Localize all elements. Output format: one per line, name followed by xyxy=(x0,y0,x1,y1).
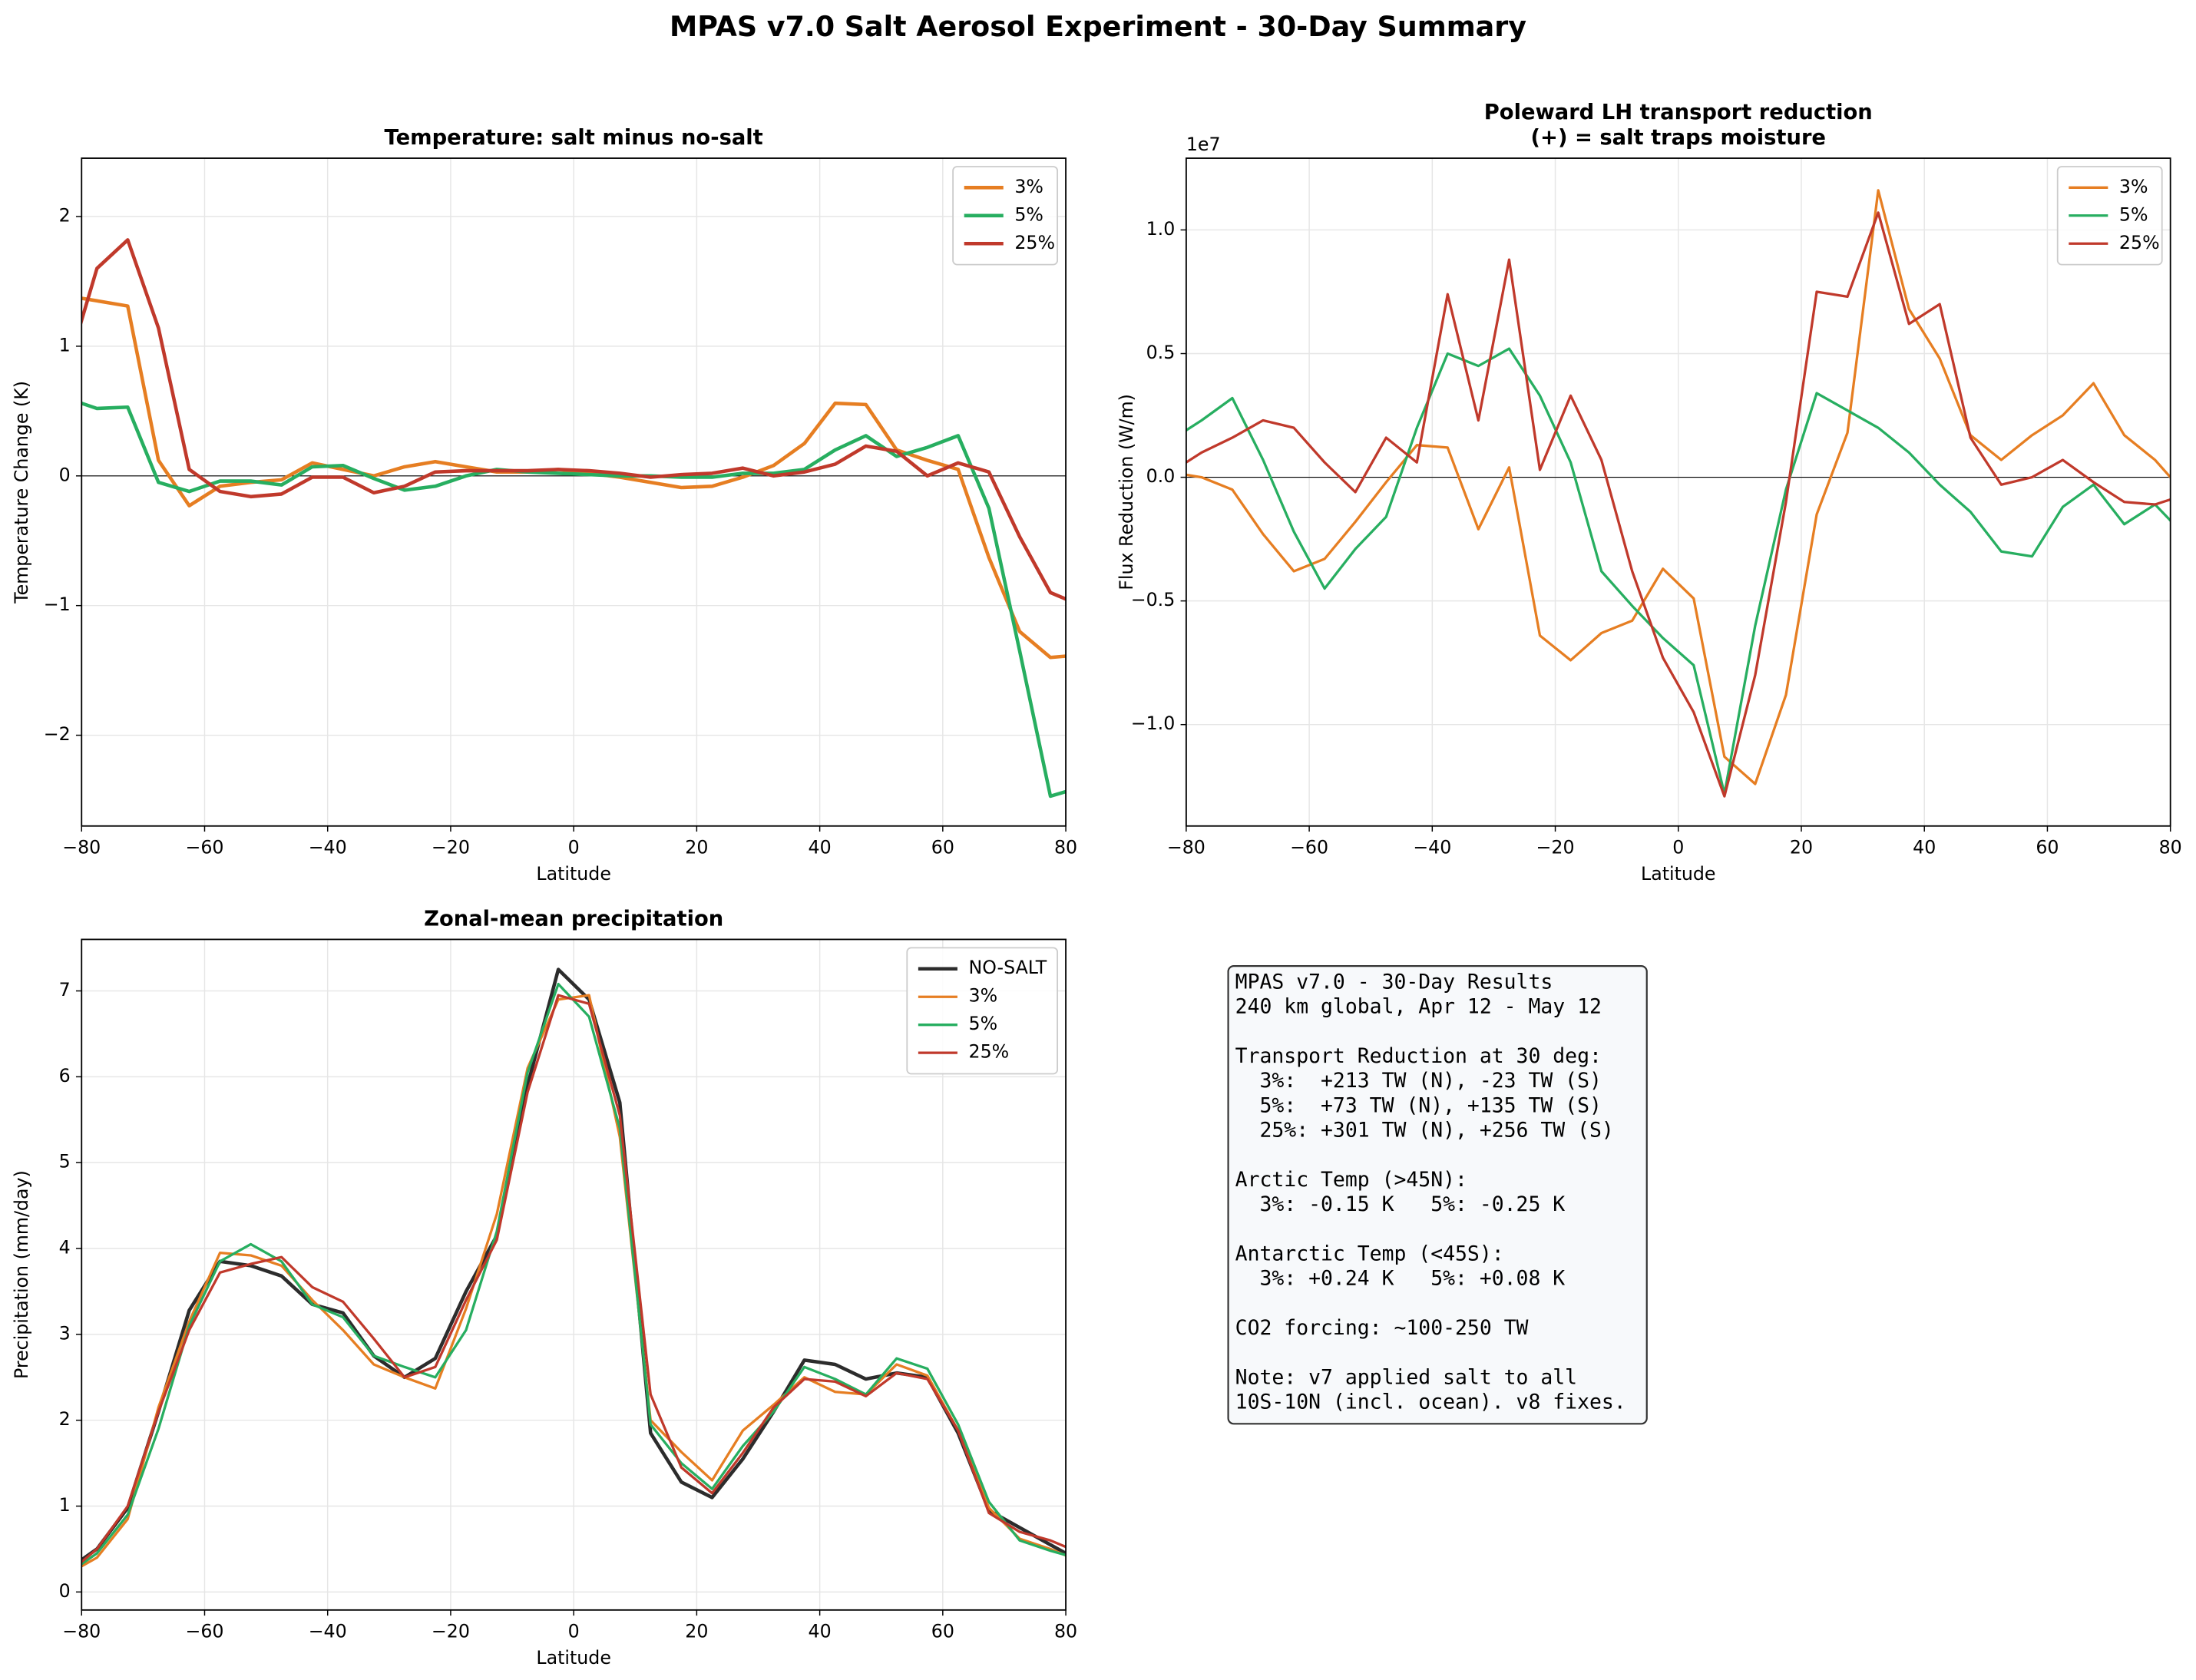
y-tick-label: −0.5 xyxy=(1131,589,1176,610)
chart-title: Poleward LH transport reduction xyxy=(1484,101,1873,124)
summary-line: 25%: +301 TW (N), +256 TW (S) xyxy=(1235,1119,1614,1143)
x-tick-label: 40 xyxy=(1913,836,1936,858)
x-tick-label: −40 xyxy=(309,836,347,858)
figure-title: MPAS v7.0 Salt Aerosol Experiment - 30-D… xyxy=(670,10,1526,43)
legend-label: 5% xyxy=(1014,203,1043,225)
series-line xyxy=(81,994,1067,1564)
legend-label: 3% xyxy=(1014,176,1043,197)
y-tick-label: 4 xyxy=(59,1237,71,1258)
y-tick-label: −1 xyxy=(44,594,71,615)
summary-line: Note: v7 applied salt to all xyxy=(1235,1365,1577,1389)
axes-frame xyxy=(81,938,1067,1611)
y-tick-label: 5 xyxy=(59,1151,71,1172)
legend-label: 5% xyxy=(2119,203,2148,225)
plot-area xyxy=(1186,189,2171,798)
x-tick-label: 0 xyxy=(568,836,580,858)
x-tick-label: 40 xyxy=(809,1621,832,1642)
x-tick-label: 60 xyxy=(2036,836,2059,858)
x-tick-label: −20 xyxy=(1536,836,1575,858)
x-tick-label: −40 xyxy=(309,1621,347,1642)
chart-title: Temperature: salt minus no-salt xyxy=(385,126,763,150)
x-tick-label: −60 xyxy=(185,836,223,858)
x-tick-label: −80 xyxy=(62,836,101,858)
legend-label: 5% xyxy=(969,1013,998,1034)
series-line xyxy=(81,238,1067,601)
y-tick-label: −1.0 xyxy=(1131,713,1176,734)
summary-line: 10S-10N (incl. ocean). v8 fixes. xyxy=(1235,1391,1626,1414)
y-tick-label: 0.0 xyxy=(1146,465,1176,487)
series-line xyxy=(81,401,1067,799)
y-offset-label: 1e7 xyxy=(1186,134,1221,155)
legend-label: 3% xyxy=(2119,176,2148,197)
x-tick-label: 40 xyxy=(809,836,832,858)
legend-label: NO-SALT xyxy=(969,957,1047,978)
y-tick-label: 2 xyxy=(59,205,71,227)
x-tick-label: 20 xyxy=(685,836,708,858)
y-tick-label: 0 xyxy=(59,464,71,485)
summary-line: 240 km global, Apr 12 - May 12 xyxy=(1235,995,1602,1019)
x-tick-label: 80 xyxy=(1054,1621,1077,1642)
axes-frame xyxy=(1185,157,2171,827)
x-axis-label: Latitude xyxy=(1641,863,1716,885)
axes-frame xyxy=(81,157,1067,827)
x-axis-label: Latitude xyxy=(536,863,611,885)
y-tick-label: 1 xyxy=(59,1494,71,1516)
summary-line: 3%: -0.15 K 5%: -0.25 K xyxy=(1235,1192,1566,1216)
y-tick-label: 2 xyxy=(59,1408,71,1430)
x-tick-label: 0 xyxy=(568,1621,580,1642)
chart-title: Zonal-mean precipitation xyxy=(424,907,723,931)
x-tick-label: 20 xyxy=(1790,836,1813,858)
series-line xyxy=(1186,211,2171,798)
y-tick-label: 1 xyxy=(59,334,71,356)
x-tick-label: −80 xyxy=(62,1621,101,1642)
legend-box xyxy=(906,947,1059,1075)
summary-line: Transport Reduction at 30 deg: xyxy=(1235,1044,1602,1068)
legend-label: 25% xyxy=(1014,232,1055,253)
y-tick-label: 6 xyxy=(59,1065,71,1086)
x-tick-label: −20 xyxy=(432,1621,470,1642)
x-tick-label: 60 xyxy=(931,836,954,858)
summary-line: Antarctic Temp (<45S): xyxy=(1235,1242,1504,1265)
x-tick-label: 20 xyxy=(685,1621,708,1642)
chart-title: (+) = salt traps moisture xyxy=(1531,126,1826,150)
x-tick-label: −60 xyxy=(185,1621,223,1642)
legend-label: 3% xyxy=(969,985,998,1007)
y-tick-label: 1.0 xyxy=(1146,218,1176,240)
x-tick-label: −80 xyxy=(1167,836,1205,858)
summary-line: 3%: +213 TW (N), -23 TW (S) xyxy=(1235,1069,1602,1093)
y-tick-label: 0 xyxy=(59,1580,71,1602)
series-line xyxy=(1186,189,2171,785)
plot-area xyxy=(81,238,1067,799)
y-tick-label: 7 xyxy=(59,979,71,1000)
legend-label: 25% xyxy=(2119,232,2160,253)
series-line xyxy=(1186,347,2171,795)
legend-label: 25% xyxy=(969,1041,1010,1063)
legend-box xyxy=(2056,166,2163,266)
summary-box xyxy=(1227,965,1648,1425)
summary-line: MPAS v7.0 - 30-Day Results xyxy=(1235,970,1553,994)
x-tick-label: 0 xyxy=(1672,836,1684,858)
x-tick-label: 80 xyxy=(1054,836,1077,858)
summary-line: CO2 forcing: ~100-250 TW xyxy=(1235,1316,1529,1340)
summary-line: 3%: +0.24 K 5%: +0.08 K xyxy=(1235,1267,1566,1291)
y-tick-label: 0.5 xyxy=(1146,342,1176,363)
x-tick-label: −40 xyxy=(1413,836,1451,858)
y-tick-label: 3 xyxy=(59,1322,71,1344)
x-axis-label: Latitude xyxy=(536,1647,611,1668)
x-tick-label: −60 xyxy=(1290,836,1328,858)
plot-area xyxy=(81,967,1067,1568)
x-tick-label: 60 xyxy=(931,1621,954,1642)
summary-line: 5%: +73 TW (N), +135 TW (S) xyxy=(1235,1093,1602,1117)
x-tick-label: −20 xyxy=(432,836,470,858)
y-axis-label: Precipitation (mm/day) xyxy=(11,1170,32,1379)
y-tick-label: −2 xyxy=(44,723,71,745)
x-tick-label: 80 xyxy=(2159,836,2182,858)
y-axis-label: Flux Reduction (W/m) xyxy=(1116,394,1137,590)
legend-box xyxy=(952,166,1059,266)
summary-line: Arctic Temp (>45N): xyxy=(1235,1168,1467,1192)
y-axis-label: Temperature Change (K) xyxy=(11,381,32,604)
